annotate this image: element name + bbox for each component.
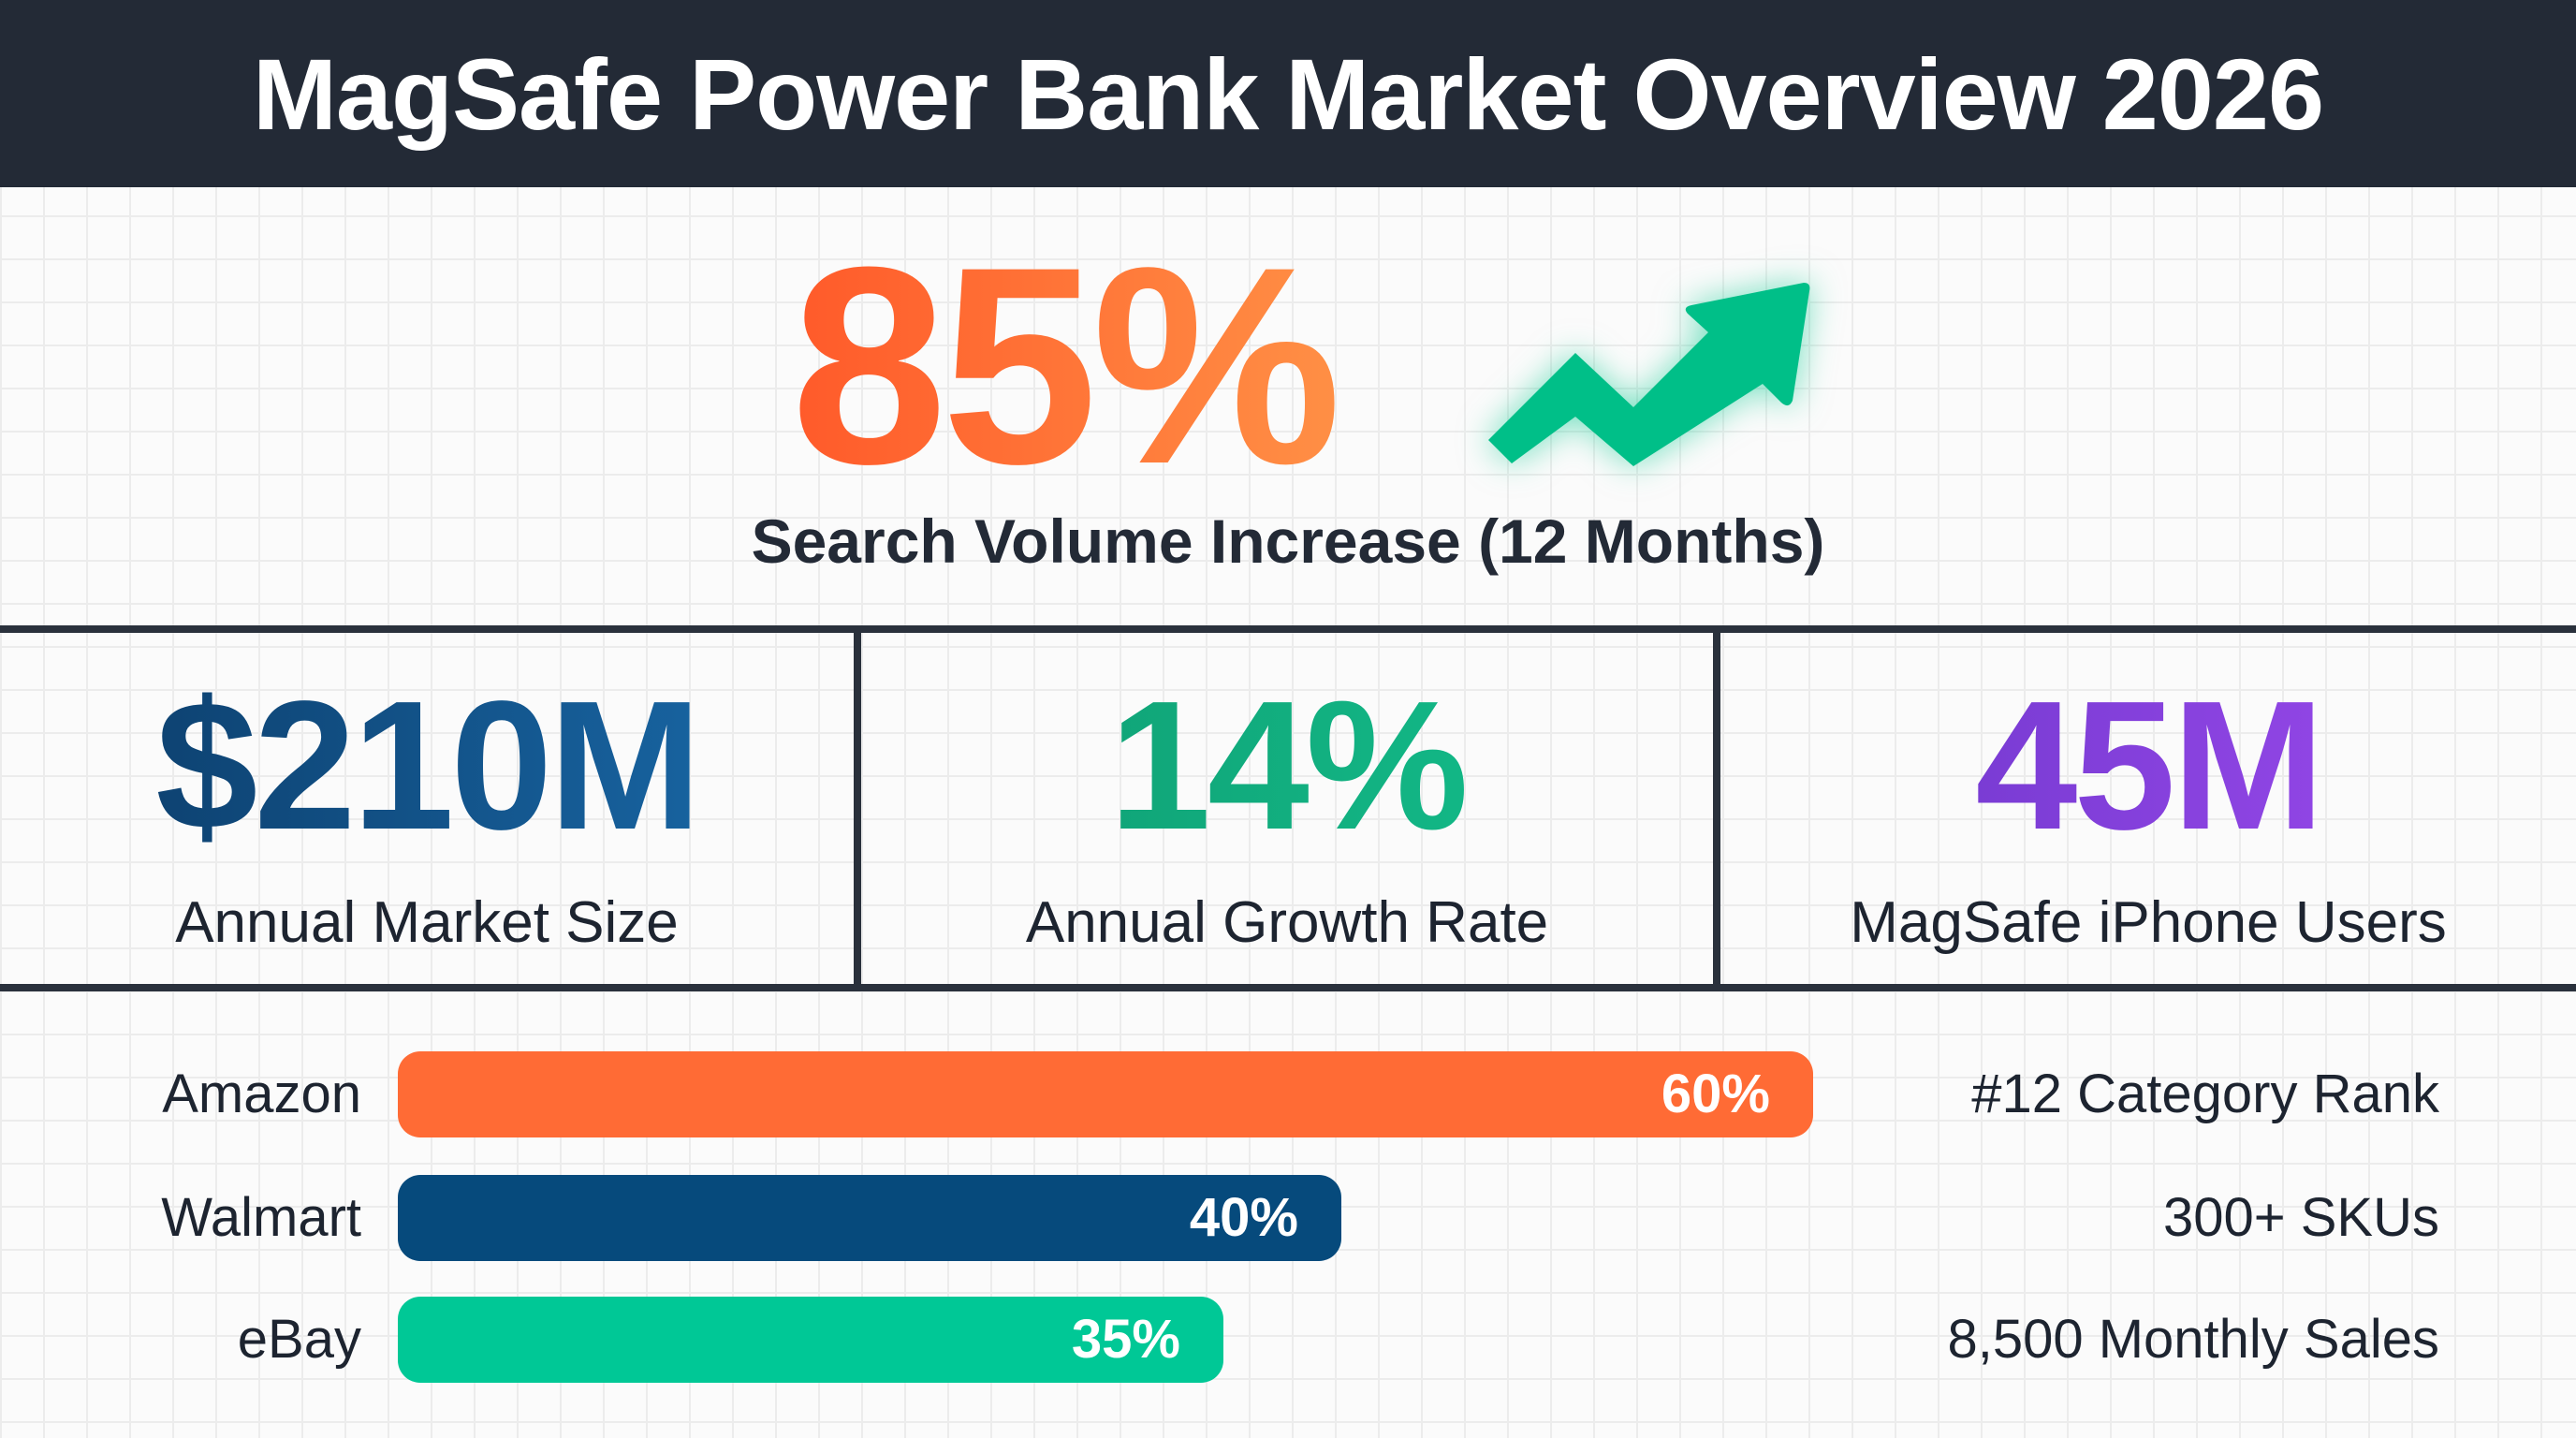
hero-value: 85% bbox=[791, 208, 1341, 522]
header-banner: MagSafe Power Bank Market Overview 2026 bbox=[0, 0, 2576, 187]
trending-up-arrow-icon bbox=[1488, 283, 1810, 466]
hero-section: 85% Search Volume Increase (12 Months) bbox=[0, 187, 2576, 629]
channel-bar-amazon: 60% bbox=[398, 1051, 1813, 1137]
channel-bar-ebay: 35% bbox=[398, 1297, 1223, 1383]
divider-col-2 bbox=[1713, 629, 1720, 988]
channel-note-amazon: #12 Category Rank bbox=[1971, 1064, 2439, 1124]
channel-label-amazon: Amazon bbox=[162, 1064, 361, 1124]
channel-note-ebay: 8,500 Monthly Sales bbox=[1947, 1309, 2439, 1370]
channel-note-walmart: 300+ SKUs bbox=[2162, 1187, 2439, 1248]
stat-value: $210M bbox=[0, 674, 854, 858]
hero-label: Search Volume Increase (12 Months) bbox=[751, 506, 1825, 576]
channel-label-ebay: eBay bbox=[237, 1309, 361, 1370]
divider-bottom bbox=[0, 984, 2576, 991]
stat-label: MagSafe iPhone Users bbox=[1850, 890, 2447, 955]
channel-bar-walmart: 40% bbox=[398, 1175, 1341, 1261]
channel-label-walmart: Walmart bbox=[161, 1187, 361, 1248]
divider-top bbox=[0, 625, 2576, 633]
stat-market-size: $210M Annual Market Size bbox=[0, 637, 854, 988]
stat-label: Annual Market Size bbox=[175, 890, 679, 955]
stat-value: 45M bbox=[1720, 674, 2576, 858]
stat-label: Annual Growth Rate bbox=[1025, 890, 1549, 955]
stat-growth-rate: 14% Annual Growth Rate bbox=[861, 637, 1713, 988]
divider-col-1 bbox=[854, 629, 861, 988]
stat-value: 14% bbox=[861, 674, 1713, 858]
page-title: MagSafe Power Bank Market Overview 2026 bbox=[252, 37, 2324, 151]
stat-users: 45M MagSafe iPhone Users bbox=[1720, 637, 2576, 988]
